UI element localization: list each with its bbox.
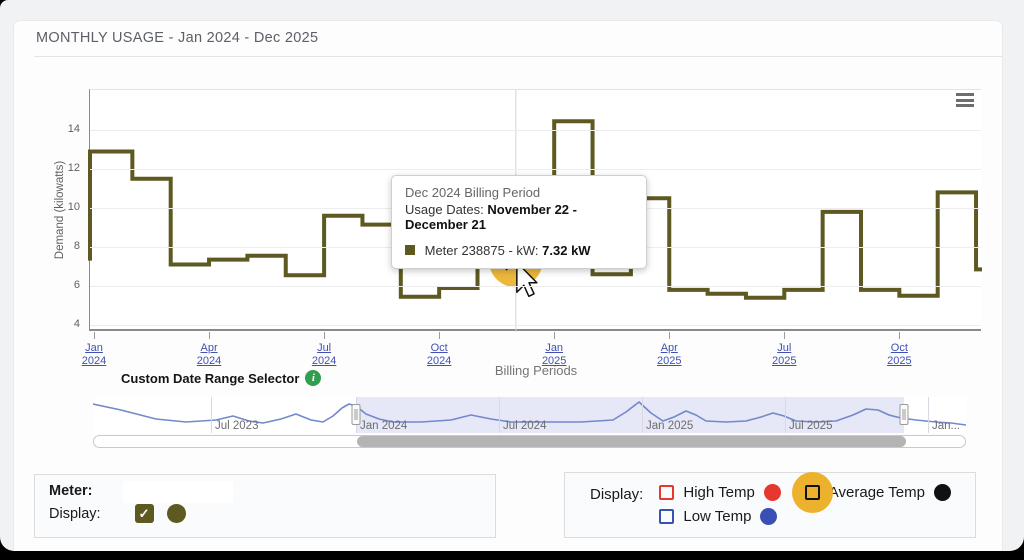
average-temp-checkbox[interactable] bbox=[804, 485, 820, 500]
average-temp-label: Average Temp bbox=[828, 484, 925, 501]
x-tick-mark bbox=[94, 332, 95, 339]
navigator-label: Jan 2024 bbox=[360, 420, 408, 432]
low-temp-option: Low Temp bbox=[659, 508, 780, 525]
x-tick-mark bbox=[209, 332, 211, 339]
meter-name-masked bbox=[123, 481, 233, 503]
x-tick-mark bbox=[669, 332, 671, 339]
meter-color-dot bbox=[166, 504, 186, 523]
navigator-selected-range[interactable] bbox=[356, 397, 904, 433]
high-temp-checkbox[interactable] bbox=[659, 485, 675, 500]
navigator-scrollbar[interactable] bbox=[93, 435, 966, 448]
y-tick-label: 14 bbox=[67, 123, 80, 135]
y-tick-label: 8 bbox=[73, 240, 80, 252]
y-gridline bbox=[90, 169, 981, 170]
low-temp-color-dot bbox=[760, 508, 778, 525]
y-gridline bbox=[90, 325, 981, 326]
tooltip-meter-value: Meter 238875 - kW: 7.32 kW bbox=[405, 243, 633, 258]
x-axis-label-link[interactable]: Jul 2025 bbox=[772, 342, 797, 367]
y-tick-label: 10 bbox=[67, 201, 80, 213]
x-tick-mark bbox=[439, 332, 441, 339]
navigator-scrollbar-thumb[interactable] bbox=[357, 436, 906, 447]
info-icon[interactable]: i bbox=[305, 370, 322, 386]
temperature-display-box: Display: High Temp Low Temp bbox=[564, 472, 976, 538]
series-swatch bbox=[405, 245, 415, 255]
navigator-gridline bbox=[211, 397, 212, 433]
custom-date-range-selector: Custom Date Range Selector i bbox=[121, 370, 322, 386]
x-axis-label-link[interactable]: Oct 2024 bbox=[426, 342, 452, 367]
navigator-label: Jul 2023 bbox=[215, 420, 259, 432]
title-divider bbox=[34, 56, 1002, 57]
x-axis-label-link[interactable]: Apr 2025 bbox=[657, 342, 682, 367]
navigator-gridline bbox=[928, 397, 929, 433]
navigator-gridline bbox=[499, 397, 500, 433]
x-tick-mark bbox=[324, 332, 326, 339]
tooltip-title: Dec 2024 Billing Period bbox=[405, 185, 541, 200]
average-temp-option: Average Temp bbox=[791, 472, 951, 513]
meter-legend-box: Meter: Display: ✓ bbox=[34, 474, 496, 538]
mouse-cursor-icon bbox=[516, 261, 538, 298]
high-temp-option: High Temp bbox=[659, 484, 781, 501]
y-tick-label: 4 bbox=[73, 318, 80, 330]
x-tick-mark bbox=[899, 332, 901, 339]
x-tick-mark bbox=[784, 332, 786, 339]
x-axis-title: Billing Periods bbox=[494, 363, 578, 378]
display-label: Display: bbox=[590, 486, 644, 503]
y-gridline bbox=[90, 286, 981, 287]
chart-menu-icon[interactable] bbox=[954, 91, 976, 112]
gold-highlight-circle bbox=[791, 472, 833, 513]
meter-box-title: Meter: bbox=[49, 483, 93, 499]
navigator-label: Jul 2025 bbox=[789, 420, 833, 432]
navigator-gridline bbox=[642, 397, 643, 433]
low-temp-label: Low Temp bbox=[683, 508, 752, 525]
plot-area: Demand (kilowatts) Billing Periods 14 12 1… bbox=[54, 89, 982, 378]
navigator-label: Jul 2024 bbox=[503, 420, 547, 432]
x-tick-mark bbox=[554, 332, 556, 339]
x-axis-label-link[interactable]: Apr 2024 bbox=[196, 342, 222, 367]
y-gridline bbox=[90, 130, 981, 131]
average-temp-color-dot bbox=[933, 484, 951, 501]
navigator-label: Jan 2025 bbox=[646, 420, 694, 432]
x-axis-label-link[interactable]: Jan 2025 bbox=[541, 342, 567, 367]
navigator-right-handle[interactable] bbox=[899, 404, 909, 425]
high-temp-label: High Temp bbox=[683, 484, 755, 501]
x-axis-label-link[interactable]: Oct 2025 bbox=[887, 342, 912, 367]
x-axis-label-link[interactable]: Jan 2024 bbox=[81, 342, 107, 367]
navigator-label: Jan... bbox=[932, 420, 961, 432]
navigator-left-handle[interactable] bbox=[351, 404, 361, 425]
navigator-gridline bbox=[785, 397, 786, 433]
high-temp-color-dot bbox=[763, 484, 781, 501]
navigator-sparkline bbox=[93, 401, 966, 426]
y-tick-label: 6 bbox=[73, 279, 80, 291]
monthly-usage-card: MONTHLY USAGE - Jan 2024 - Dec 2025 Dema… bbox=[13, 20, 1003, 551]
y-tick-label: 12 bbox=[67, 162, 80, 174]
page-title: MONTHLY USAGE - Jan 2024 - Dec 2025 bbox=[36, 30, 319, 46]
chart-tooltip: Dec 2024 Billing Period Usage Dates: Nov… bbox=[391, 175, 647, 269]
low-temp-checkbox[interactable] bbox=[659, 509, 675, 524]
tooltip-usage-dates: Usage Dates: November 22 - December 21 bbox=[405, 202, 577, 232]
x-axis-label-link[interactable]: Jul 2024 bbox=[311, 342, 337, 367]
meter-checkbox[interactable]: ✓ bbox=[134, 504, 154, 523]
date-range-navigator: Jul 2023 Jan 2024 Jul 2024 Jan 2025 Jul 2025… bbox=[93, 397, 966, 433]
meter-display-label: Display: bbox=[49, 505, 101, 522]
